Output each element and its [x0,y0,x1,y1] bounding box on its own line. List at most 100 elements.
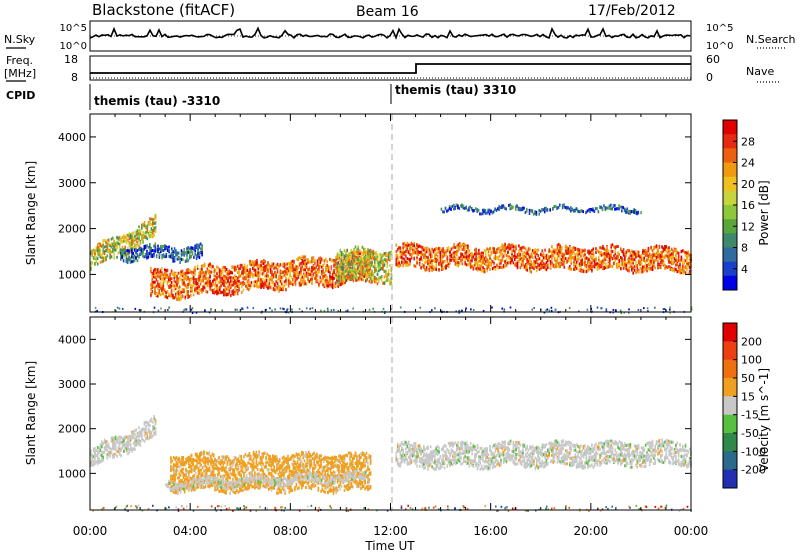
data-cell [620,267,622,271]
data-cell [600,260,603,264]
data-cell [314,266,316,270]
data-cell [311,256,313,260]
data-cell [439,262,442,266]
data-cell [336,277,339,280]
data-cell [531,308,533,311]
data-cell [453,259,455,263]
colorbar-swatch [723,134,737,149]
data-cell [688,269,691,273]
data-cell [351,254,354,258]
data-cell [651,254,654,257]
data-cell [588,268,590,272]
data-cell [272,282,275,286]
data-cell [307,258,309,262]
data-cell [136,242,139,246]
data-cell [569,246,571,250]
data-cell [264,260,266,264]
data-cell [366,264,368,268]
data-cell [207,281,210,284]
data-cell [327,279,330,283]
data-cell [190,308,193,311]
data-cell [544,248,546,252]
data-cell [153,227,155,231]
data-cell [563,258,566,262]
data-cell [146,230,149,234]
data-cell [406,263,409,267]
data-cell [188,247,191,251]
data-cell [170,294,173,298]
data-cell [383,275,386,279]
data-cell [526,262,528,266]
data-cell [333,264,335,268]
data-cell [184,274,187,278]
data-cell [285,267,287,271]
data-cell [573,268,575,271]
data-cell [395,243,398,247]
data-cell [578,252,581,256]
data-cell [632,250,634,254]
data-cell [276,270,279,274]
data-cell [376,261,379,265]
data-cell [114,242,117,246]
data-cell [603,261,606,264]
data-cell [258,275,261,279]
data-cell [456,249,458,253]
data-cell [457,261,460,265]
data-cell [537,254,539,258]
data-cell [475,252,477,256]
data-cell [134,307,137,310]
data-cell [149,252,151,256]
data-cell [677,259,680,263]
data-cell [501,245,504,249]
data-cell [152,232,154,236]
data-cell [584,257,586,261]
data-cell [578,264,581,268]
data-cell [127,251,129,255]
data-cell [308,267,311,271]
data-cell [491,260,494,264]
data-cell [303,282,305,286]
data-cell [610,249,612,253]
data-cell [105,440,107,444]
data-cell [551,254,553,258]
data-cell [158,291,160,295]
data-cell [640,270,643,274]
data-cell [629,211,631,215]
data-cell [672,252,674,256]
data-cell [336,262,339,266]
data-cell [358,278,360,282]
data-cell [362,278,364,282]
data-cell [500,265,502,269]
data-cell [304,282,306,286]
data-cell [333,309,335,311]
data-cell [648,259,651,263]
data-cell [519,253,522,257]
data-cell [162,280,165,284]
data-cell [301,258,304,262]
data-cell [146,237,149,241]
data-cell [217,270,220,274]
data-cell [152,285,155,289]
data-cell [648,267,651,271]
data-cell [301,267,304,271]
data-cell [330,265,333,269]
data-cell [671,268,673,272]
data-cell [276,287,279,291]
data-cell [246,269,249,273]
data-cell [567,206,569,210]
data-cell [515,247,517,251]
data-cell [527,247,530,251]
data-cell [431,309,433,312]
data-cell [687,272,690,276]
data-cell [356,259,358,263]
data-cell [442,260,444,264]
data-cell [354,272,357,276]
data-cell [580,259,582,263]
data-cell [592,251,595,255]
data-cell [413,242,415,245]
data-cell [361,267,364,270]
data-cell [611,265,614,268]
data-cell [152,224,154,228]
data-cell [291,308,293,311]
data-cell [478,255,480,259]
